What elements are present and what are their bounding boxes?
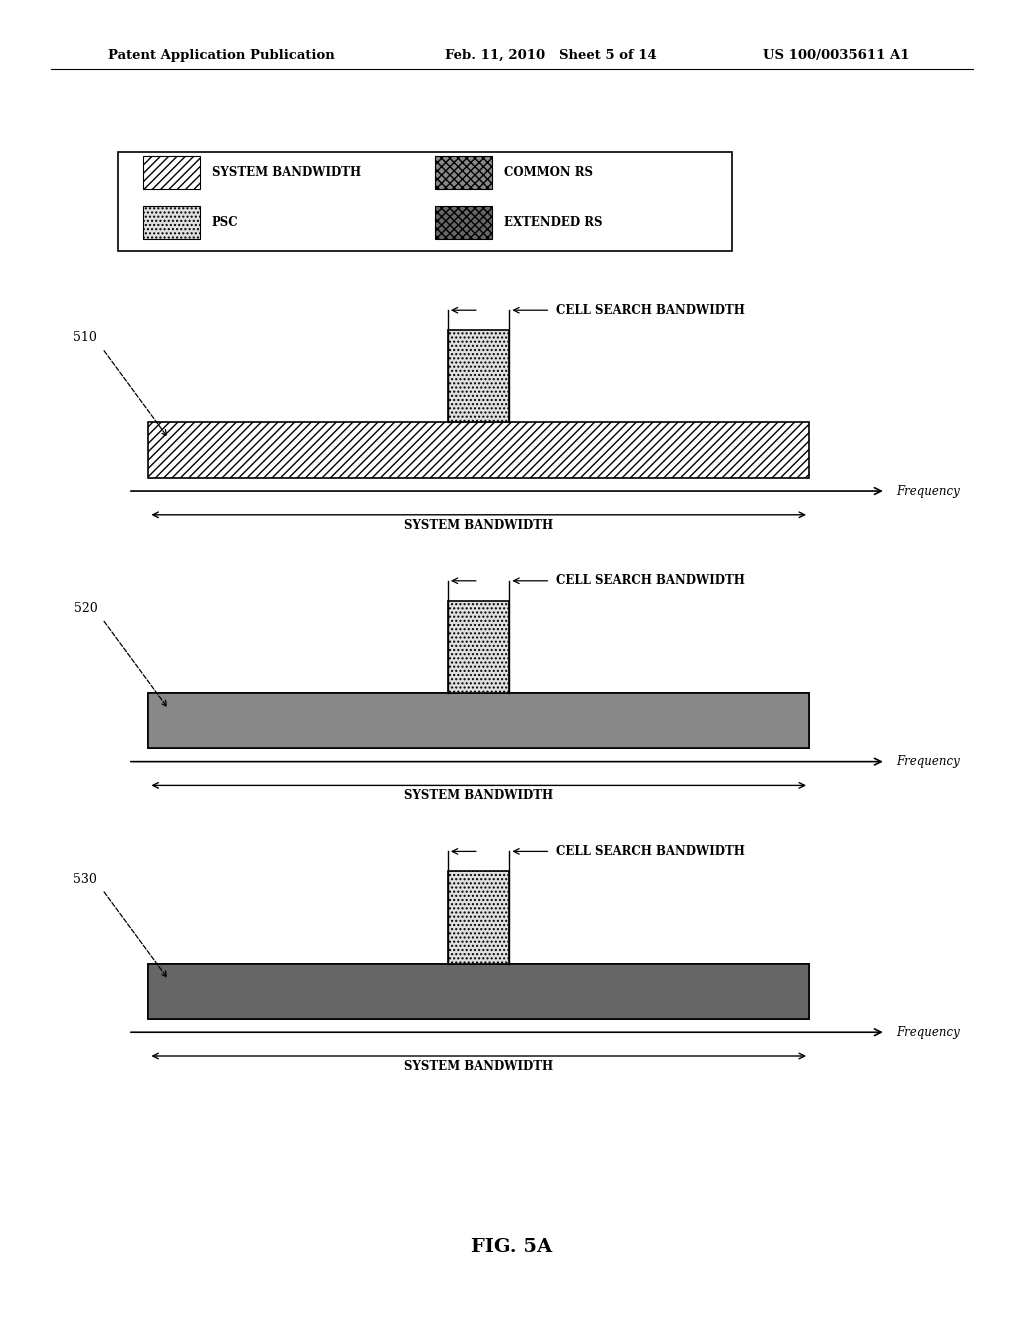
Text: US 100/0035611 A1: US 100/0035611 A1: [763, 49, 909, 62]
Text: SYSTEM BANDWIDTH: SYSTEM BANDWIDTH: [404, 789, 553, 803]
Bar: [148, 964, 809, 1019]
Text: Feb. 11, 2010   Sheet 5 of 14: Feb. 11, 2010 Sheet 5 of 14: [445, 49, 657, 62]
Text: Patent Application Publication: Patent Application Publication: [108, 49, 334, 62]
Text: 520: 520: [74, 602, 97, 615]
Bar: [148, 422, 809, 478]
Bar: [148, 693, 809, 748]
Text: CELL SEARCH BANDWIDTH: CELL SEARCH BANDWIDTH: [555, 304, 744, 317]
Bar: [449, 871, 510, 964]
Bar: [148, 964, 809, 1019]
Text: CELL SEARCH BANDWIDTH: CELL SEARCH BANDWIDTH: [555, 574, 744, 587]
Text: 530: 530: [74, 873, 97, 886]
Text: 510: 510: [74, 331, 97, 345]
Text: CELL SEARCH BANDWIDTH: CELL SEARCH BANDWIDTH: [555, 845, 744, 858]
Text: SYSTEM BANDWIDTH: SYSTEM BANDWIDTH: [404, 1060, 553, 1073]
Bar: [148, 964, 809, 1019]
Text: COMMON RS: COMMON RS: [504, 166, 593, 180]
Text: SYSTEM BANDWIDTH: SYSTEM BANDWIDTH: [404, 519, 553, 532]
Text: Frequency: Frequency: [896, 484, 959, 498]
Bar: [449, 601, 510, 693]
Text: Frequency: Frequency: [896, 755, 959, 768]
Text: FIG. 5A: FIG. 5A: [471, 1238, 553, 1257]
Bar: [148, 693, 809, 748]
Text: SYSTEM BANDWIDTH: SYSTEM BANDWIDTH: [212, 166, 361, 180]
Bar: [143, 206, 200, 239]
Text: Frequency: Frequency: [896, 1026, 959, 1039]
Text: PSC: PSC: [212, 216, 239, 228]
Bar: [148, 693, 809, 748]
Bar: [449, 330, 510, 422]
Bar: [143, 156, 200, 189]
Text: EXTENDED RS: EXTENDED RS: [504, 216, 602, 228]
Bar: [435, 156, 492, 189]
Bar: [118, 152, 732, 251]
Bar: [435, 206, 492, 239]
